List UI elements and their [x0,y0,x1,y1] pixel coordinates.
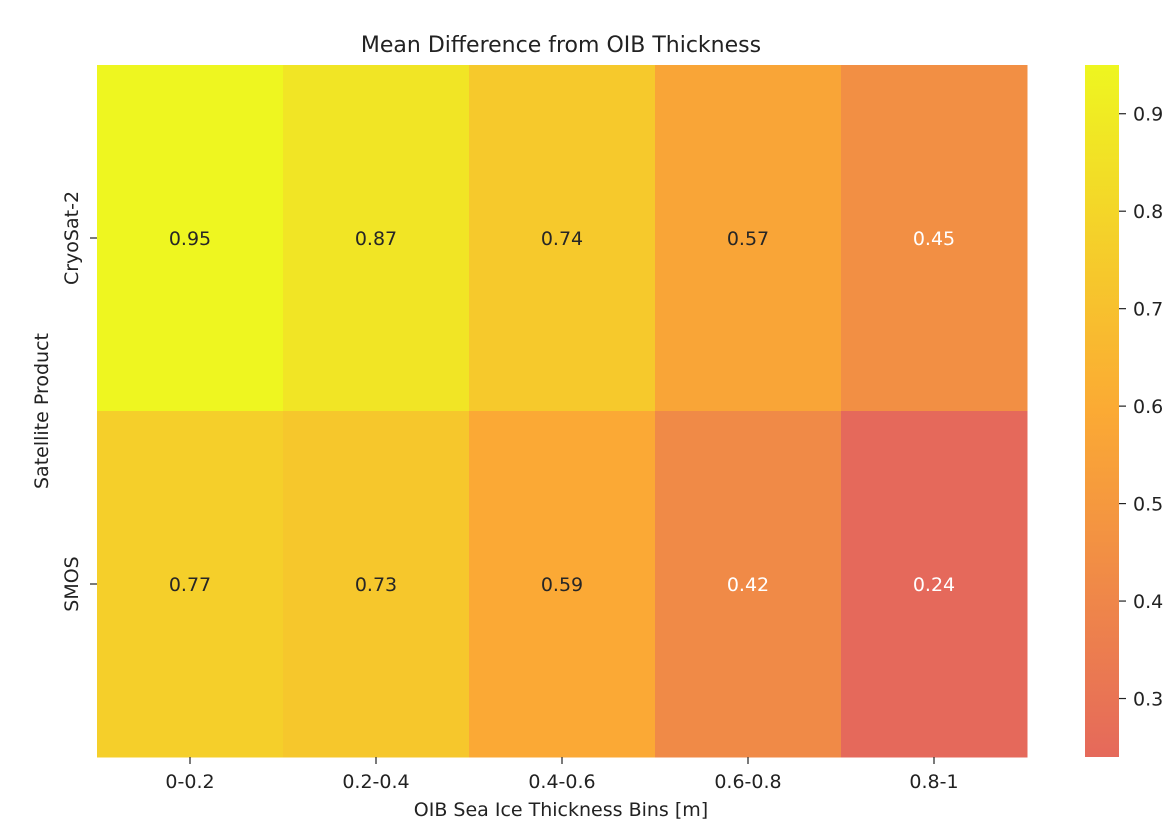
chart-title: Mean Difference from OIB Thickness [361,33,761,58]
colorbar-tick-label: 0.4 [1133,591,1163,613]
heatmap-cell [655,65,842,412]
colorbar-tick-label: 0.8 [1133,201,1163,223]
colorbar-tick-label: 0.9 [1133,104,1163,126]
heatmap-cell [283,411,470,758]
y-tick-label: CryoSat-2 [61,191,83,285]
x-tick-label: 0-0.2 [165,771,214,793]
heatmap-cell [469,65,656,412]
x-axis-label: OIB Sea Ice Thickness Bins [m] [414,799,708,821]
cell-value-label: 0.77 [169,574,211,596]
heatmap-cell [841,411,1028,758]
heatmap-cell [655,411,842,758]
x-tick-label: 0.6-0.8 [714,771,781,793]
colorbar-ticks: 0.3 0.4 0.5 0.6 0.7 0.8 0.9 [1119,104,1163,711]
cell-value-label: 0.57 [727,228,769,250]
cell-value-label: 0.24 [913,574,955,596]
cell-value-label: 0.73 [355,574,397,596]
heatmap-cell [97,411,284,758]
y-axis-label: Satellite Product [31,333,53,489]
cell-value-label: 0.42 [727,574,769,596]
x-tick-label: 0.2-0.4 [342,771,409,793]
x-tick-label: 0.8-1 [909,771,958,793]
y-tick-label: SMOS [61,556,83,611]
heatmap-cell [97,65,284,412]
heatmap-cell [841,65,1028,412]
cell-value-label: 0.59 [541,574,583,596]
heatmap-cell [283,65,470,412]
cell-value-label: 0.74 [541,228,583,250]
heatmap-cells: 0.95 0.87 0.74 0.57 0.45 0.77 0.73 0.59 0.42 0.24 [97,65,1028,758]
heatmap-cell [469,411,656,758]
cell-value-label: 0.87 [355,228,397,250]
x-axis-ticks: 0-0.2 0.2-0.4 0.4-0.6 0.6-0.8 0.8-1 [165,757,959,793]
cell-value-label: 0.45 [913,228,955,250]
colorbar-tick-label: 0.7 [1133,299,1163,321]
cell-value-label: 0.95 [169,228,211,250]
colorbar [1085,65,1119,757]
y-axis-ticks: CryoSat-2 SMOS [61,191,97,612]
colorbar-tick-label: 0.6 [1133,396,1163,418]
colorbar-tick-label: 0.3 [1133,689,1163,711]
colorbar-tick-label: 0.5 [1133,494,1163,516]
x-tick-label: 0.4-0.6 [528,771,595,793]
